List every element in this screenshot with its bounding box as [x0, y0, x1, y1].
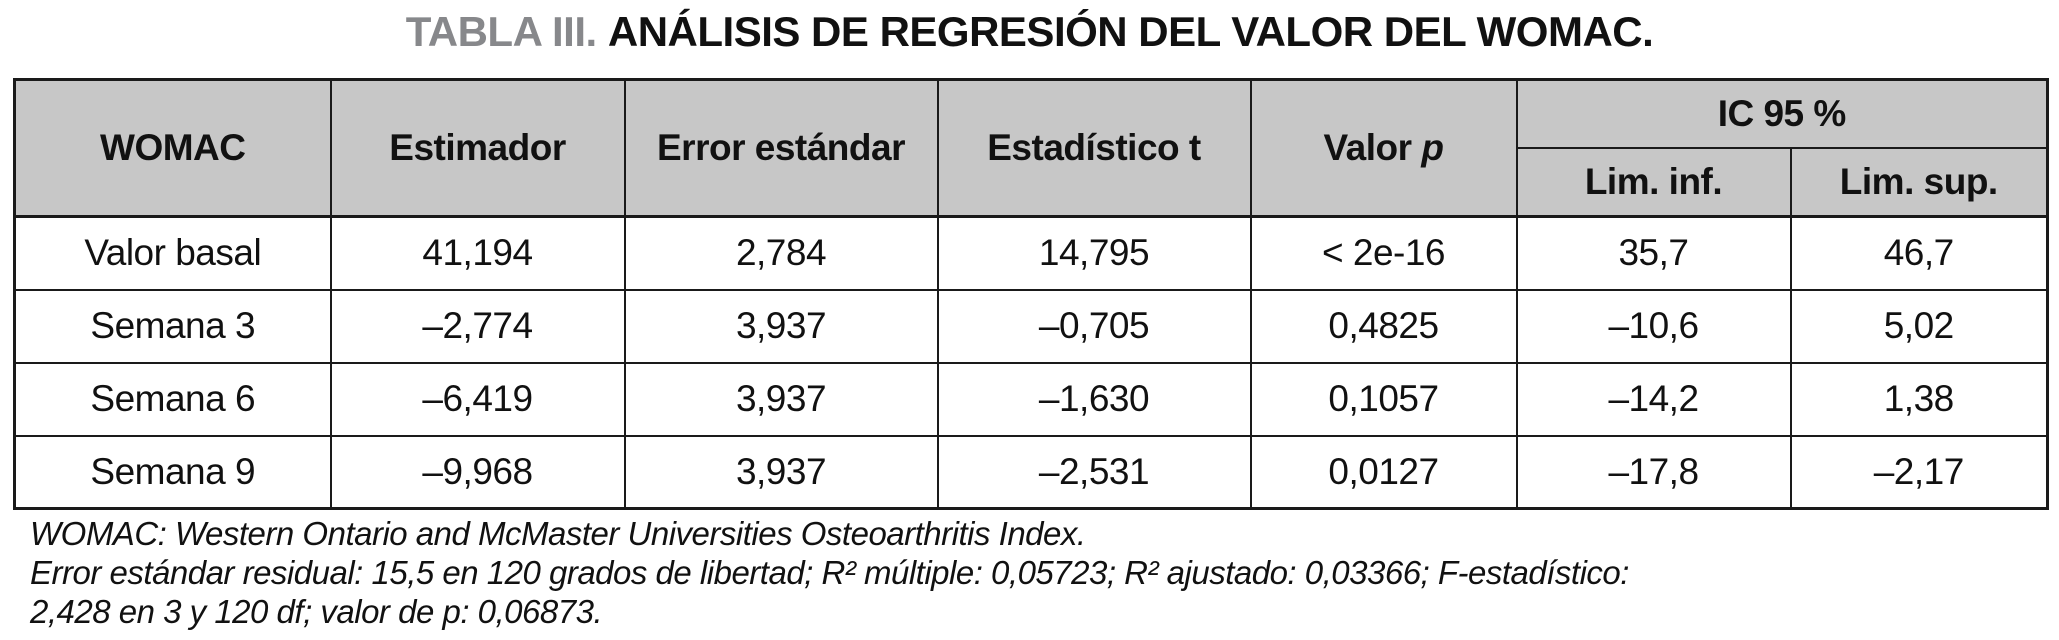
cell-p: < 2e-16	[1249, 215, 1518, 291]
col-header-ic95: IC 95 %	[1515, 78, 2049, 149]
cell-t: –0,705	[936, 288, 1252, 364]
table-title-text: ANÁLISIS DE REGRESIÓN DEL VALOR DEL WOMA…	[607, 8, 1654, 55]
cell-t: –1,630	[936, 361, 1252, 437]
cell-error: 3,937	[623, 288, 939, 364]
cell-ic-inf: 35,7	[1515, 215, 1792, 291]
cell-p: 0,4825	[1249, 288, 1518, 364]
cell-estimador: –2,774	[329, 288, 626, 364]
table-row: Valor basal 41,194 2,784 14,795 < 2e-16 …	[13, 215, 2049, 291]
col-header-lim-sup: Lim. sup.	[1789, 146, 2049, 218]
cell-ic-inf: –10,6	[1515, 288, 1792, 364]
col-header-valor-p: Valor p	[1249, 78, 1518, 218]
row-label: Semana 6	[13, 361, 332, 437]
row-label: Semana 9	[13, 434, 332, 510]
cell-estimador: 41,194	[329, 215, 626, 291]
table-title: TABLA III. ANÁLISIS DE REGRESIÓN DEL VAL…	[0, 8, 2059, 56]
cell-ic-sup: 46,7	[1789, 215, 2049, 291]
cell-error: 2,784	[623, 215, 939, 291]
col-header-lim-inf: Lim. inf.	[1515, 146, 1792, 218]
cell-error: 3,937	[623, 434, 939, 510]
cell-estimador: –9,968	[329, 434, 626, 510]
cell-error: 3,937	[623, 361, 939, 437]
cell-ic-inf: –14,2	[1515, 361, 1792, 437]
table-row: Semana 6 –6,419 3,937 –1,630 0,1057 –14,…	[13, 361, 2049, 437]
regression-table: WOMAC Estimador Error estándar Estadísti…	[13, 78, 2049, 510]
row-label: Valor basal	[13, 215, 332, 291]
col-header-estadistico-t: Estadístico t	[936, 78, 1252, 218]
col-header-error-estandar: Error estándar	[623, 78, 939, 218]
footnote-line: 2,428 en 3 y 120 df; valor de p: 0,06873…	[30, 593, 603, 630]
cell-ic-inf: –17,8	[1515, 434, 1792, 510]
footnotes: WOMAC: Western Ontario and McMaster Univ…	[30, 514, 1629, 631]
cell-ic-sup: 1,38	[1789, 361, 2049, 437]
col-header-womac: WOMAC	[13, 78, 332, 218]
cell-estimador: –6,419	[329, 361, 626, 437]
cell-t: –2,531	[936, 434, 1252, 510]
cell-p: 0,1057	[1249, 361, 1518, 437]
col-header-estimador: Estimador	[329, 78, 626, 218]
cell-p: 0,0127	[1249, 434, 1518, 510]
table-row: Semana 3 –2,774 3,937 –0,705 0,4825 –10,…	[13, 288, 2049, 364]
cell-ic-sup: –2,17	[1789, 434, 2049, 510]
table-row: Semana 9 –9,968 3,937 –2,531 0,0127 –17,…	[13, 434, 2049, 510]
footnote-line: WOMAC: Western Ontario and McMaster Univ…	[30, 515, 1086, 552]
cell-t: 14,795	[936, 215, 1252, 291]
row-label: Semana 3	[13, 288, 332, 364]
valor-label: Valor	[1323, 127, 1413, 168]
footnote-line: Error estándar residual: 15,5 en 120 gra…	[30, 554, 1629, 591]
p-symbol: p	[1421, 127, 1444, 168]
table-title-number: TABLA III.	[405, 8, 597, 55]
cell-ic-sup: 5,02	[1789, 288, 2049, 364]
